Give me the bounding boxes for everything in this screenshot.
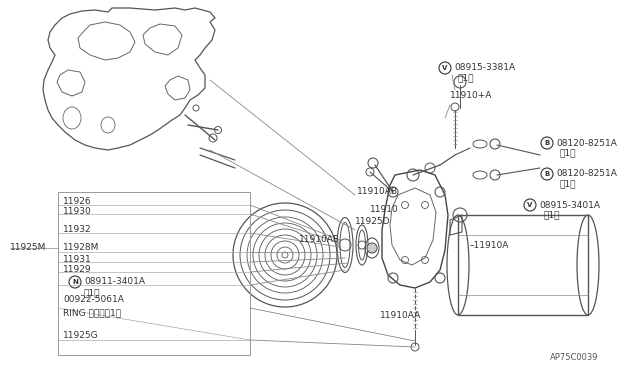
Text: 08915-3381A: 08915-3381A <box>454 64 515 73</box>
Text: 11910AB: 11910AB <box>299 235 340 244</box>
Text: AP75C0039: AP75C0039 <box>550 353 598 362</box>
Text: 00922-5061A: 00922-5061A <box>63 295 124 305</box>
Text: （1）: （1） <box>560 180 577 189</box>
Text: RING リング（1）: RING リング（1） <box>63 308 121 317</box>
Circle shape <box>367 243 377 253</box>
Text: 11926: 11926 <box>63 198 92 206</box>
Text: 11929: 11929 <box>63 264 92 273</box>
Text: 11925D: 11925D <box>355 218 390 227</box>
Text: V: V <box>442 65 448 71</box>
Text: （1）: （1） <box>84 289 100 298</box>
Text: 11910AA: 11910AA <box>380 311 421 320</box>
Text: 11910: 11910 <box>370 205 399 215</box>
Text: 08120-8251A: 08120-8251A <box>556 170 617 179</box>
Text: 11910AB: 11910AB <box>357 187 398 196</box>
Text: 08911-3401A: 08911-3401A <box>84 278 145 286</box>
Text: N: N <box>72 279 78 285</box>
Text: 08120-8251A: 08120-8251A <box>556 138 617 148</box>
Text: 08915-3401A: 08915-3401A <box>539 201 600 209</box>
Bar <box>58 192 250 355</box>
Bar <box>458 215 588 315</box>
Text: 11925M: 11925M <box>10 244 46 253</box>
Text: –11910A: –11910A <box>470 241 509 250</box>
Text: 11932: 11932 <box>63 225 92 234</box>
Text: 11910+A: 11910+A <box>450 90 492 99</box>
Text: 11930: 11930 <box>63 206 92 215</box>
Text: V: V <box>527 202 532 208</box>
Text: B: B <box>545 140 550 146</box>
Text: （1）: （1） <box>458 74 474 83</box>
Text: （1）: （1） <box>543 211 559 219</box>
Text: 11931: 11931 <box>63 254 92 263</box>
Text: 11928M: 11928M <box>63 244 99 253</box>
Text: B: B <box>545 171 550 177</box>
Text: （1）: （1） <box>560 148 577 157</box>
Text: 11925G: 11925G <box>63 330 99 340</box>
